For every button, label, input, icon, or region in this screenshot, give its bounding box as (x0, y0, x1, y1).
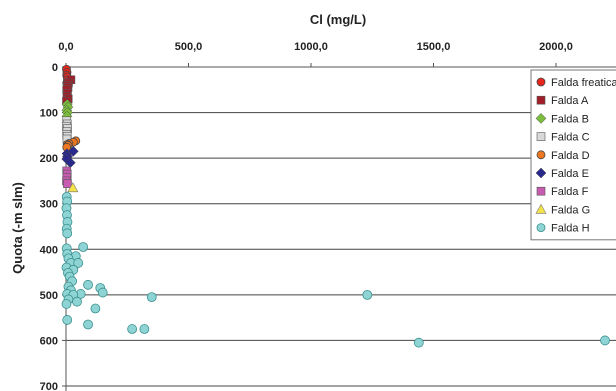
legend-marker (536, 132, 546, 141)
data-point (62, 315, 73, 325)
y-tick-label: 500 (40, 290, 58, 302)
data-point (62, 228, 73, 239)
data-points (61, 64, 610, 348)
legend-marker (536, 150, 546, 160)
y-tick-label: 700 (40, 381, 58, 391)
data-point (90, 303, 101, 314)
legend-marker (535, 203, 547, 214)
legend-marker (536, 223, 546, 233)
y-tick-label: 200 (40, 153, 58, 165)
data-point (63, 179, 72, 188)
data-point (127, 324, 138, 334)
legend-entry: Falda F (551, 186, 589, 198)
data-point (139, 324, 150, 334)
data-point (61, 299, 72, 309)
y-tick-label: 300 (40, 199, 58, 211)
legend-entry: Falda H (551, 223, 590, 235)
legend-entry: Falda G (551, 204, 590, 216)
x-tick-label: 500,0 (175, 41, 203, 53)
x-axis-ticks: 0,0 500,0 1000,0 1500,0 2000,0 (58, 41, 573, 67)
x-tick-label: 2000,0 (539, 41, 573, 53)
y-tick-label: 0 (52, 62, 58, 74)
legend-entry: Falda B (551, 113, 589, 125)
legend-entry: Falda C (551, 132, 590, 144)
data-point (97, 287, 108, 298)
y-tick-label: 400 (40, 244, 58, 256)
data-point (83, 319, 93, 330)
legend-marker (536, 77, 546, 87)
legend-marker (536, 186, 546, 196)
legend-marker (535, 113, 547, 124)
data-point (67, 145, 79, 157)
data-point (362, 289, 373, 300)
legend-entry: Falda E (551, 168, 589, 180)
data-point (72, 296, 82, 307)
y-tick-label: 100 (40, 108, 58, 120)
data-point (78, 242, 89, 252)
data-point (413, 337, 424, 348)
data-point (146, 292, 157, 303)
x-tick-label: 1500,0 (417, 41, 451, 53)
x-tick-label: 0,0 (58, 41, 73, 53)
y-tick-label: 600 (40, 335, 58, 347)
data-point (600, 335, 610, 346)
data-point (67, 182, 79, 193)
legend: Falda freatica Falda A Falda B Falda C Falda… (530, 69, 616, 241)
data-point (73, 258, 84, 268)
data-point (83, 279, 93, 290)
y-axis-title: Quota (-m slm) (10, 182, 25, 274)
x-axis-title: Cl (mg/L) (310, 12, 366, 27)
legend-entry: Falda D (551, 150, 590, 162)
x-tick-label: 1000,0 (294, 41, 328, 53)
legend-entry: Falda A (551, 95, 589, 107)
legend-entry: Falda freatica (551, 77, 616, 89)
legend-marker (535, 167, 547, 179)
legend-marker (536, 95, 546, 105)
grid-lines (66, 112, 616, 387)
y-axis-ticks: 0 100 200 300 400 500 600 700 (40, 62, 66, 391)
